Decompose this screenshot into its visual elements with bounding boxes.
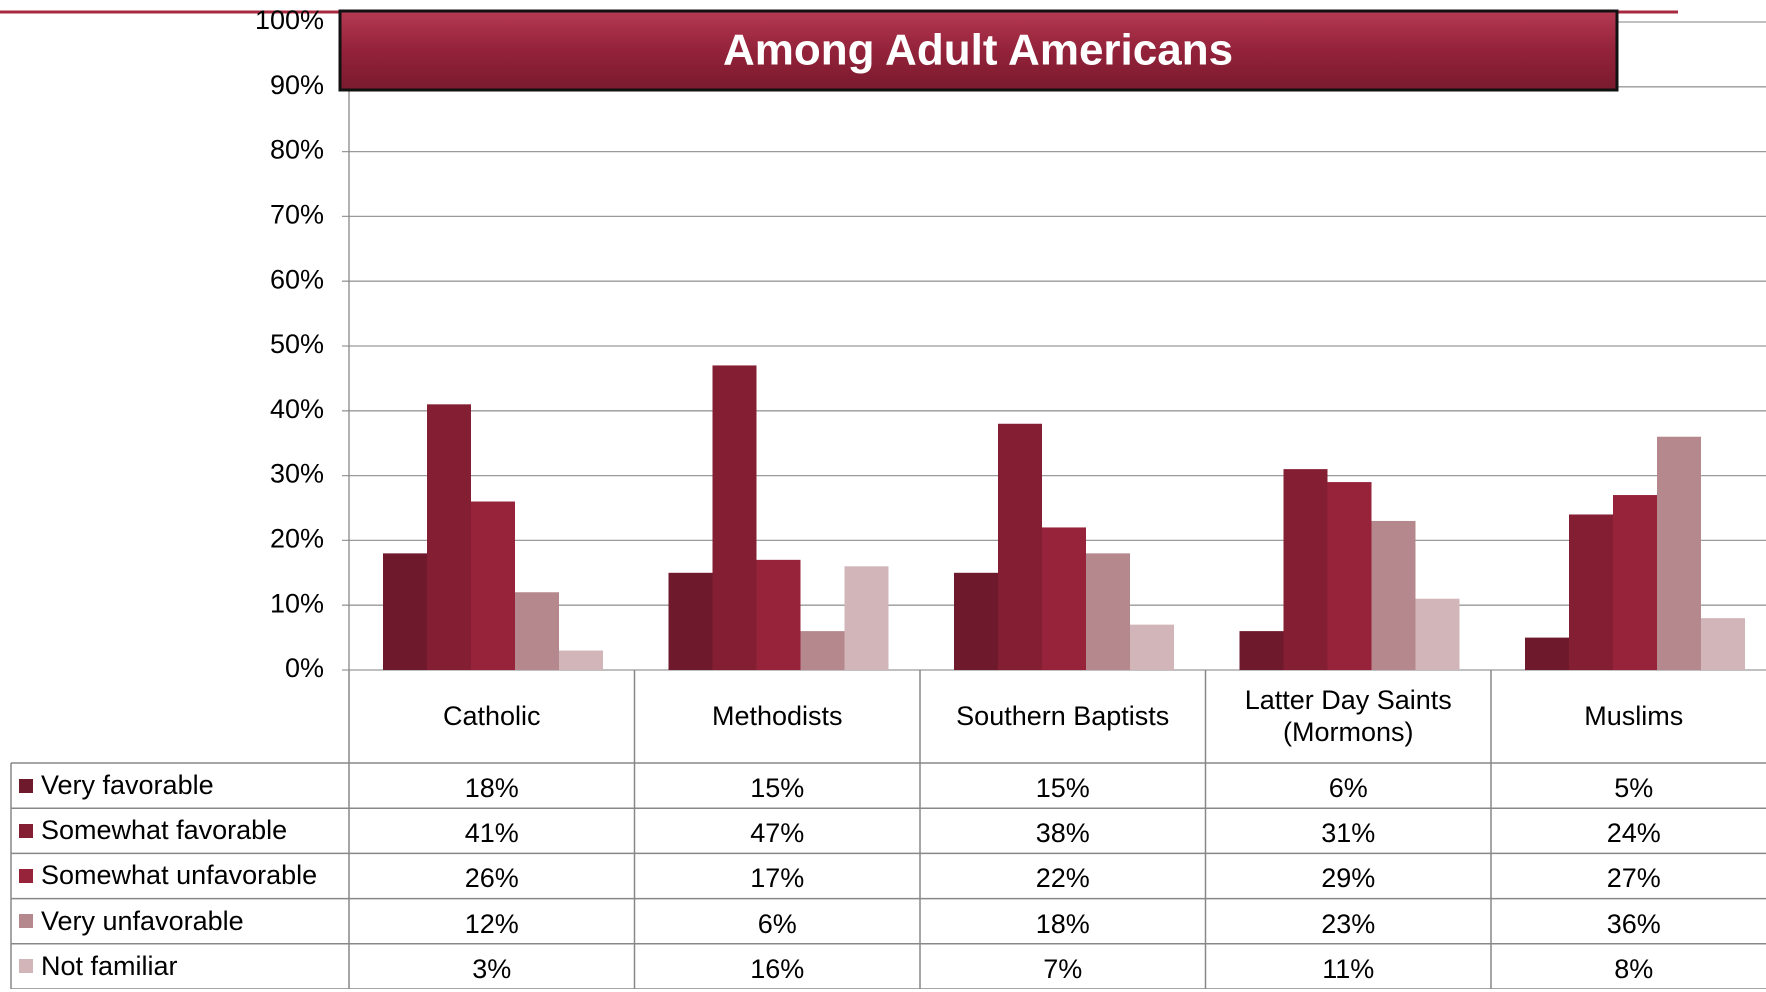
table-value: 47% xyxy=(750,818,805,849)
table-value: 11% xyxy=(1322,953,1375,984)
legend-swatch xyxy=(19,868,33,883)
legend-label: Very favorable xyxy=(41,770,214,801)
table-value: 31% xyxy=(1321,818,1376,849)
table-value: 29% xyxy=(1321,863,1376,894)
category-label: Methodists xyxy=(711,700,843,731)
y-tick-label: 100% xyxy=(255,5,324,35)
bars xyxy=(383,365,1745,670)
legend-swatch xyxy=(19,778,33,793)
bar xyxy=(515,592,559,670)
category-label: Muslims xyxy=(1584,700,1684,731)
table-value: 18% xyxy=(464,773,519,804)
bar xyxy=(1657,436,1701,670)
bar xyxy=(998,423,1042,670)
y-tick-label: 40% xyxy=(270,394,324,424)
bar xyxy=(1327,482,1372,670)
table-value: 3% xyxy=(472,953,512,984)
bar xyxy=(668,572,713,670)
table-value: 27% xyxy=(1606,863,1661,894)
y-tick-label: 10% xyxy=(270,588,324,618)
table-value: 26% xyxy=(464,863,519,894)
title-banner xyxy=(338,9,1619,92)
table-value: 36% xyxy=(1606,908,1661,939)
legend-label: Very unfavorable xyxy=(41,905,244,936)
chart-title: Among Adult Americans xyxy=(723,26,1233,75)
bar xyxy=(954,572,998,670)
table-value: 5% xyxy=(1614,773,1654,804)
legend-swatch xyxy=(19,914,33,929)
legend-label: Not familiar xyxy=(41,950,178,981)
category-label: Catholic xyxy=(442,700,541,731)
table-value: 23% xyxy=(1321,908,1376,939)
bar xyxy=(712,365,757,670)
y-tick-label: 50% xyxy=(270,329,324,359)
category-label: Southern Baptists xyxy=(956,700,1170,731)
bar xyxy=(844,566,889,670)
category-label: Latter Day Saints (Mormons) xyxy=(1244,685,1452,747)
legend-swatch xyxy=(19,959,33,974)
y-tick-label: 90% xyxy=(270,70,324,100)
table-value: 6% xyxy=(757,908,797,939)
bar xyxy=(1701,618,1745,670)
legend-label: Somewhat unfavorable xyxy=(41,860,318,891)
legend-entry: Somewhat favorable xyxy=(11,808,349,853)
table-value: 24% xyxy=(1606,818,1661,849)
bar xyxy=(1239,631,1284,670)
table-value: 7% xyxy=(1043,953,1083,984)
y-tick-label: 60% xyxy=(270,264,324,294)
table-value: 41% xyxy=(464,818,519,849)
bar xyxy=(800,631,845,670)
y-tick-label: 30% xyxy=(270,459,324,489)
bar xyxy=(756,559,801,670)
bar xyxy=(1613,495,1657,670)
table-value: 8% xyxy=(1614,953,1654,984)
bar xyxy=(1525,637,1569,670)
table-value: 15% xyxy=(750,773,805,804)
y-tick-label: 80% xyxy=(270,135,324,165)
bar xyxy=(1042,527,1086,670)
bar xyxy=(1569,514,1613,670)
bar xyxy=(383,553,427,670)
table-value: 16% xyxy=(750,953,805,984)
bar xyxy=(1130,624,1174,670)
bar xyxy=(1415,598,1460,670)
legend-entry: Very unfavorable xyxy=(11,899,349,944)
bar xyxy=(427,404,471,670)
bar xyxy=(559,650,603,670)
bar xyxy=(1371,520,1416,670)
bar xyxy=(1283,469,1328,670)
legend-label: Somewhat favorable xyxy=(41,815,288,846)
bar xyxy=(1086,553,1130,670)
table-value: 17% xyxy=(750,863,805,894)
table-value: 6% xyxy=(1328,773,1368,804)
table-value: 15% xyxy=(1035,773,1090,804)
y-tick-label: 0% xyxy=(285,653,324,683)
table-value: 18% xyxy=(1035,908,1090,939)
legend-entry: Very favorable xyxy=(11,763,349,808)
y-tick-label: 70% xyxy=(270,200,324,230)
legend-entry: Somewhat unfavorable xyxy=(11,853,349,898)
y-tick-label: 20% xyxy=(270,524,324,554)
legend-entry: Not familiar xyxy=(11,944,349,989)
legend-swatch xyxy=(19,823,33,838)
table-value: 12% xyxy=(464,908,519,939)
bar xyxy=(471,501,515,670)
table-value: 38% xyxy=(1035,818,1090,849)
table-value: 22% xyxy=(1035,863,1090,894)
